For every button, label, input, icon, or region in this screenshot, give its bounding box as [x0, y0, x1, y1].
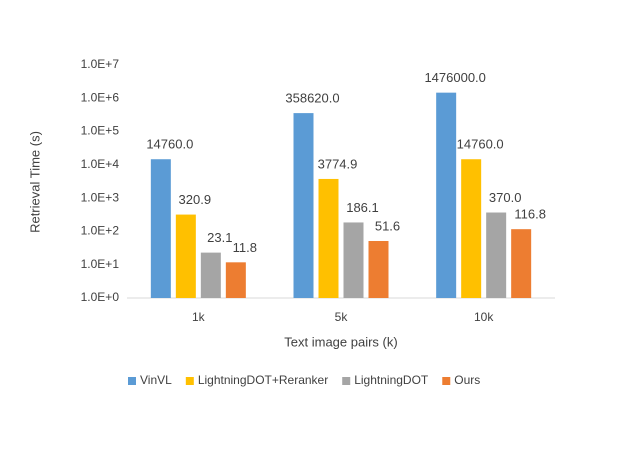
bar — [200, 252, 221, 298]
data-label: 116.8 — [514, 207, 546, 222]
y-tick-label: 1.0E+6 — [81, 90, 120, 104]
y-tick-label: 1.0E+3 — [81, 190, 120, 204]
x-tick-label: 10k — [474, 310, 494, 324]
legend-label: Ours — [454, 373, 480, 387]
y-axis-title: Retrieval Time (s) — [27, 131, 42, 233]
bar — [175, 214, 196, 298]
data-label: 51.6 — [375, 218, 400, 233]
y-tick-label: 1.0E+7 — [81, 57, 120, 71]
data-label: 14760.0 — [457, 137, 504, 152]
legend-swatch — [342, 377, 351, 385]
bar — [461, 159, 482, 298]
legend-label: LightningDOT — [354, 373, 429, 387]
legend-label: VinVL — [140, 373, 172, 387]
y-tick-label: 1.0E+0 — [81, 290, 120, 304]
data-label: 14760.0 — [146, 137, 193, 152]
bar — [293, 113, 314, 299]
bar — [368, 240, 389, 298]
legend-swatch — [442, 377, 451, 385]
data-label: 3774.9 — [318, 156, 358, 171]
x-tick-label: 5k — [335, 310, 349, 324]
data-label: 358620.0 — [285, 91, 339, 106]
bar — [486, 212, 507, 298]
bar — [318, 178, 339, 298]
legend-swatch — [185, 377, 194, 385]
bar — [436, 92, 457, 298]
y-tick-label: 1.0E+5 — [81, 124, 120, 138]
bar — [511, 229, 532, 298]
legend-swatch — [128, 377, 136, 385]
data-label: 1476000.0 — [424, 70, 485, 85]
data-label: 370.0 — [489, 190, 522, 205]
x-axis-title: Text image pairs (k) — [284, 334, 397, 349]
legend-label: LightningDOT+Reranker — [198, 373, 328, 387]
bar — [150, 159, 171, 298]
data-label: 186.1 — [346, 200, 379, 215]
y-tick-label: 1.0E+1 — [81, 257, 120, 271]
bar — [225, 262, 246, 298]
y-tick-label: 1.0E+2 — [81, 224, 120, 238]
bar — [343, 222, 364, 298]
data-label: 320.9 — [179, 192, 212, 207]
data-label: 23.1 — [207, 230, 232, 245]
y-tick-label: 1.0E+4 — [81, 157, 120, 171]
x-tick-label: 1k — [192, 310, 206, 324]
data-label: 11.8 — [233, 240, 257, 255]
